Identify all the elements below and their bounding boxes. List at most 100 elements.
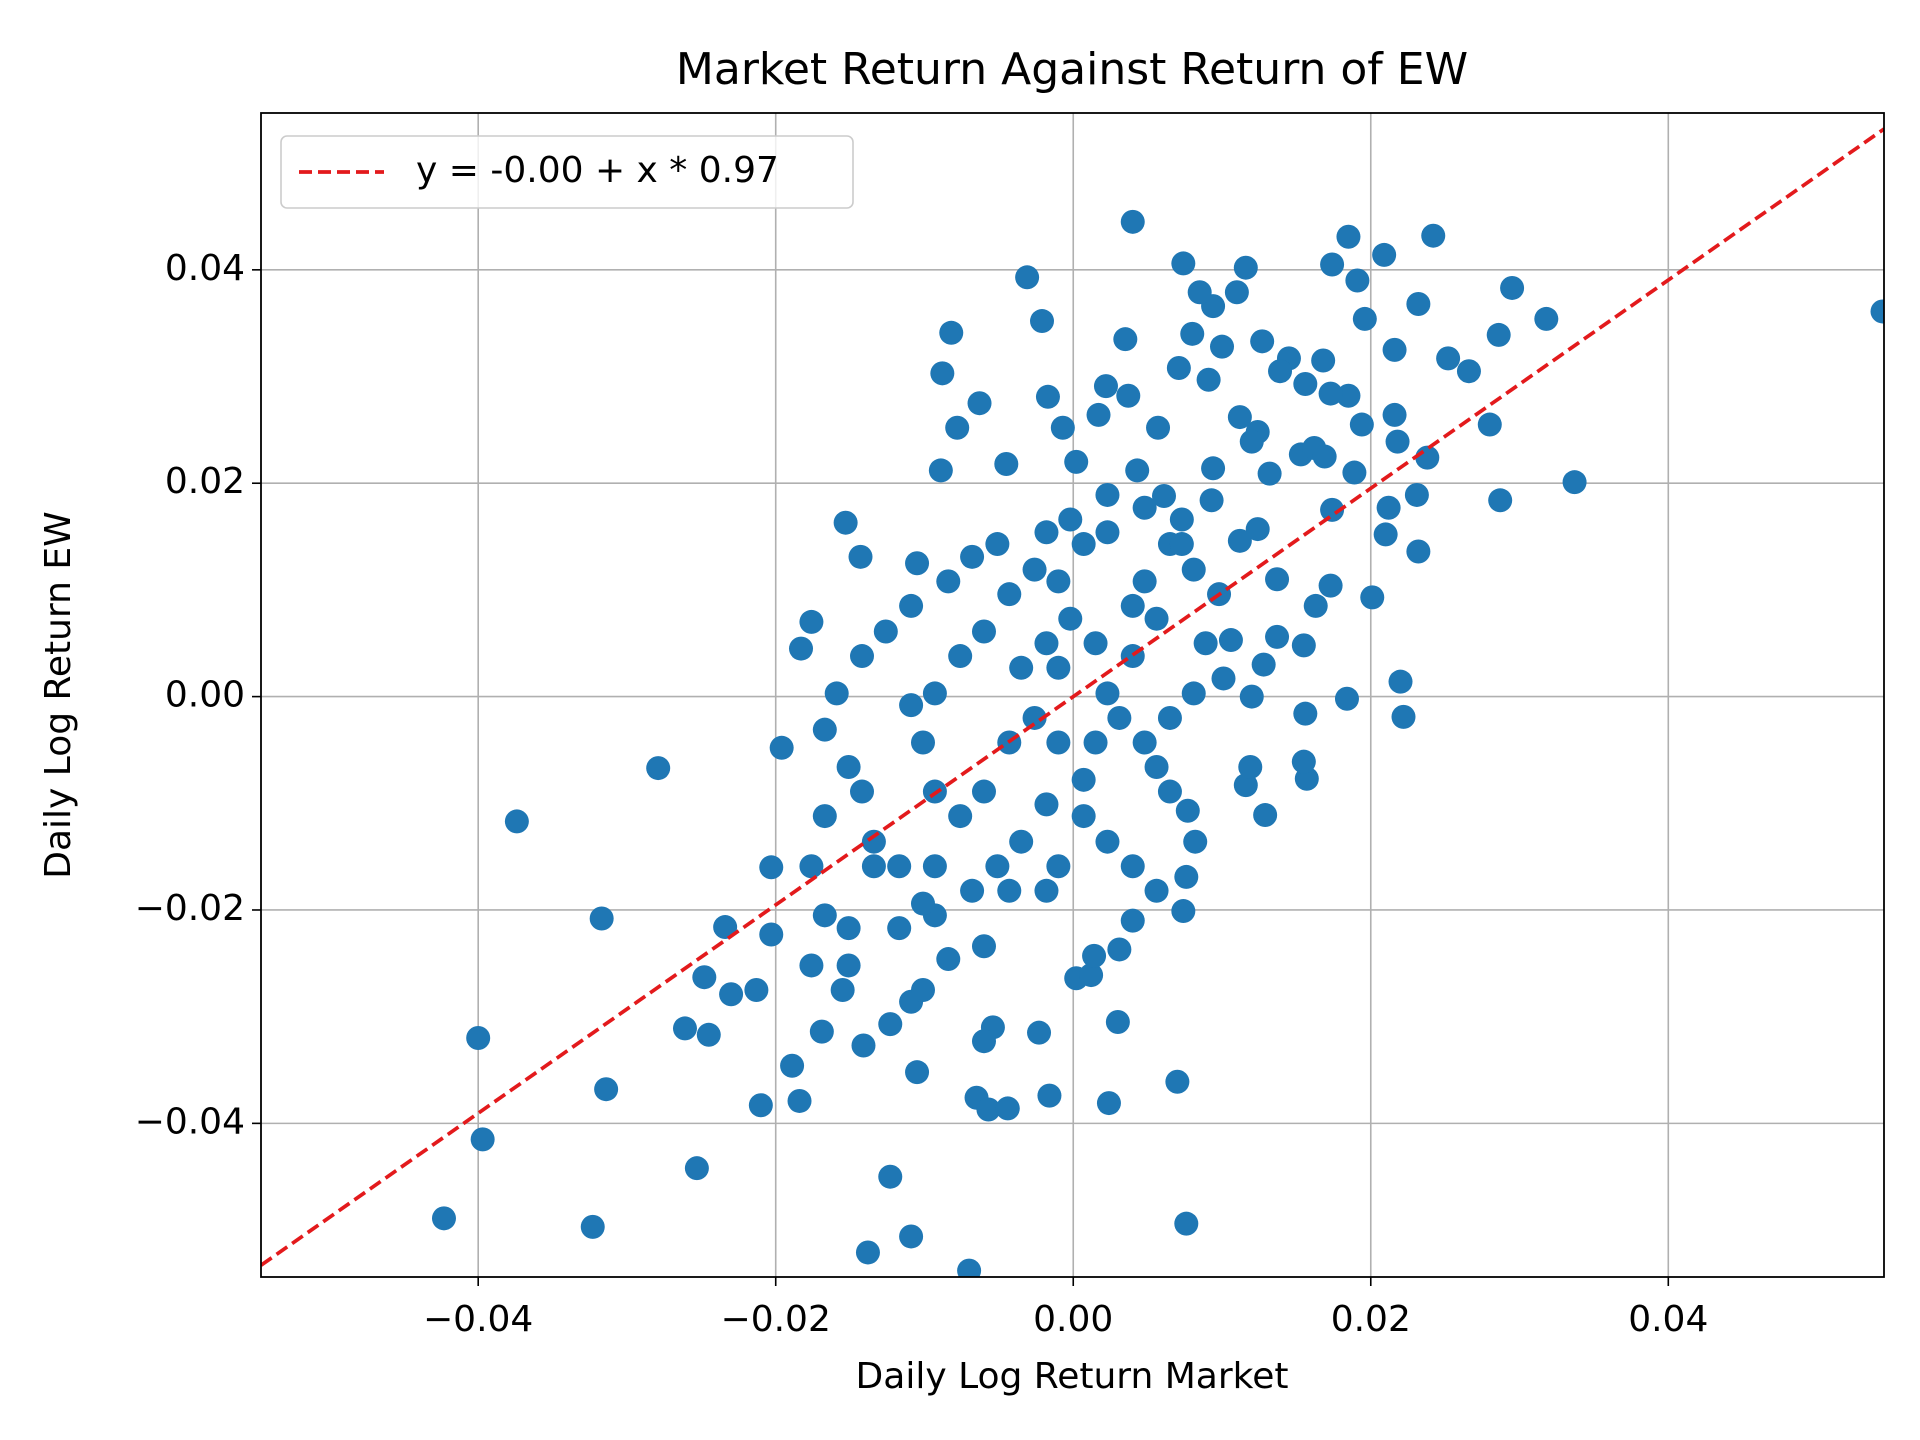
scatter-point [971, 1029, 996, 1054]
scatter-point [1095, 681, 1120, 706]
scatter-point [1034, 520, 1059, 545]
scatter-point [1334, 686, 1359, 711]
scatter-point [1406, 539, 1431, 564]
scatter-point [466, 1026, 491, 1051]
scatter-point [787, 1088, 812, 1113]
scatter-point [1404, 482, 1429, 507]
scatter-point [1083, 730, 1108, 755]
scatter-point [1373, 522, 1398, 547]
scatter-point [1311, 348, 1336, 373]
y-tick-label: −0.02 [135, 888, 245, 929]
scatter-point [789, 636, 814, 661]
scatter-point [1239, 684, 1264, 709]
scatter-point [1250, 329, 1275, 354]
scatter-point [1095, 829, 1120, 854]
scatter-point [1349, 412, 1374, 437]
scatter-point [1320, 497, 1345, 522]
scatter-point [1071, 532, 1096, 557]
scatter-point [1534, 306, 1559, 331]
scatter-point [1132, 730, 1157, 755]
scatter-point [744, 978, 769, 1003]
scatter-point [672, 1016, 697, 1041]
scatter-point [1174, 864, 1199, 889]
scatter-point [1166, 355, 1191, 380]
scatter-point [1046, 655, 1071, 680]
scatter-point [997, 878, 1022, 903]
y-tick-label: 0.02 [165, 461, 245, 502]
scatter-point [930, 361, 955, 386]
scatter-point [960, 544, 985, 569]
scatter-point [1064, 449, 1089, 474]
scatter-point [1157, 705, 1182, 730]
scatter-point [1030, 309, 1055, 334]
scatter-point [851, 1033, 876, 1058]
scatter-point [1120, 908, 1145, 933]
scatter-point [1105, 1010, 1130, 1035]
scatter-point [1046, 730, 1071, 755]
scatter-point [1253, 803, 1278, 828]
scatter-point [905, 1060, 930, 1085]
scatter-point [1342, 460, 1367, 485]
scatter-point [696, 1022, 721, 1047]
scatter-point [1046, 569, 1071, 594]
scatter-point [1079, 963, 1104, 988]
scatter-point [1169, 532, 1194, 557]
scatter-point [713, 915, 738, 940]
scatter-point [1421, 223, 1446, 248]
scatter-point [1165, 1069, 1190, 1094]
scatter-point [799, 854, 824, 879]
scatter-point [1120, 854, 1145, 879]
scatter-point [1257, 461, 1282, 486]
scatter-point [936, 569, 961, 594]
scatter-point [759, 922, 784, 947]
scatter-point [594, 1077, 619, 1102]
x-tick-label: 0.00 [1033, 1299, 1113, 1340]
scatter-point [1477, 412, 1502, 437]
scatter-point [1436, 346, 1461, 371]
scatter-point [850, 644, 875, 669]
scatter-point [809, 1019, 834, 1044]
scatter-point [1336, 224, 1361, 249]
scatter-point [910, 891, 935, 916]
scatter-point [1022, 705, 1047, 730]
legend-box [280, 135, 854, 209]
scatter-point [1082, 943, 1107, 968]
scatter-point [1210, 334, 1235, 359]
y-axis-label: Daily Log Return EW [38, 511, 79, 879]
scatter-point [855, 1240, 880, 1265]
scatter-point [861, 854, 886, 879]
scatter-point [1488, 488, 1513, 513]
scatter-point [589, 906, 614, 931]
scatter-point [1171, 251, 1196, 276]
scatter-point [1125, 458, 1150, 483]
scatter-point [1391, 704, 1416, 729]
scatter-point [1227, 405, 1252, 430]
scatter-point [646, 756, 671, 781]
scatter-point [1034, 631, 1059, 656]
scatter-point [922, 854, 947, 879]
scatter-point [684, 1156, 709, 1181]
scatter-point [997, 582, 1022, 607]
scatter-point [1113, 327, 1138, 352]
scatter-point [1251, 652, 1276, 677]
scatter-point [948, 804, 973, 829]
scatter-point [1376, 495, 1401, 520]
scatter-point [1086, 402, 1111, 427]
scatter-point [1093, 374, 1118, 399]
scatter-point [1233, 255, 1258, 280]
scatter-point [936, 947, 961, 972]
scatter-point [1151, 484, 1176, 509]
scatter-point [1312, 444, 1337, 469]
scatter-point [1058, 606, 1083, 631]
scatter-point [928, 458, 953, 483]
scatter-point [1035, 384, 1060, 409]
scatter-point [1382, 337, 1407, 362]
scatter-point [1132, 495, 1157, 520]
scatter-point [1083, 631, 1108, 656]
x-tick-label: −0.04 [423, 1299, 533, 1340]
scatter-point [1180, 321, 1205, 346]
scatter-point [1157, 779, 1182, 804]
scatter-point [1268, 359, 1293, 384]
scatter-point [1096, 1091, 1121, 1116]
scatter-point [1034, 792, 1059, 817]
